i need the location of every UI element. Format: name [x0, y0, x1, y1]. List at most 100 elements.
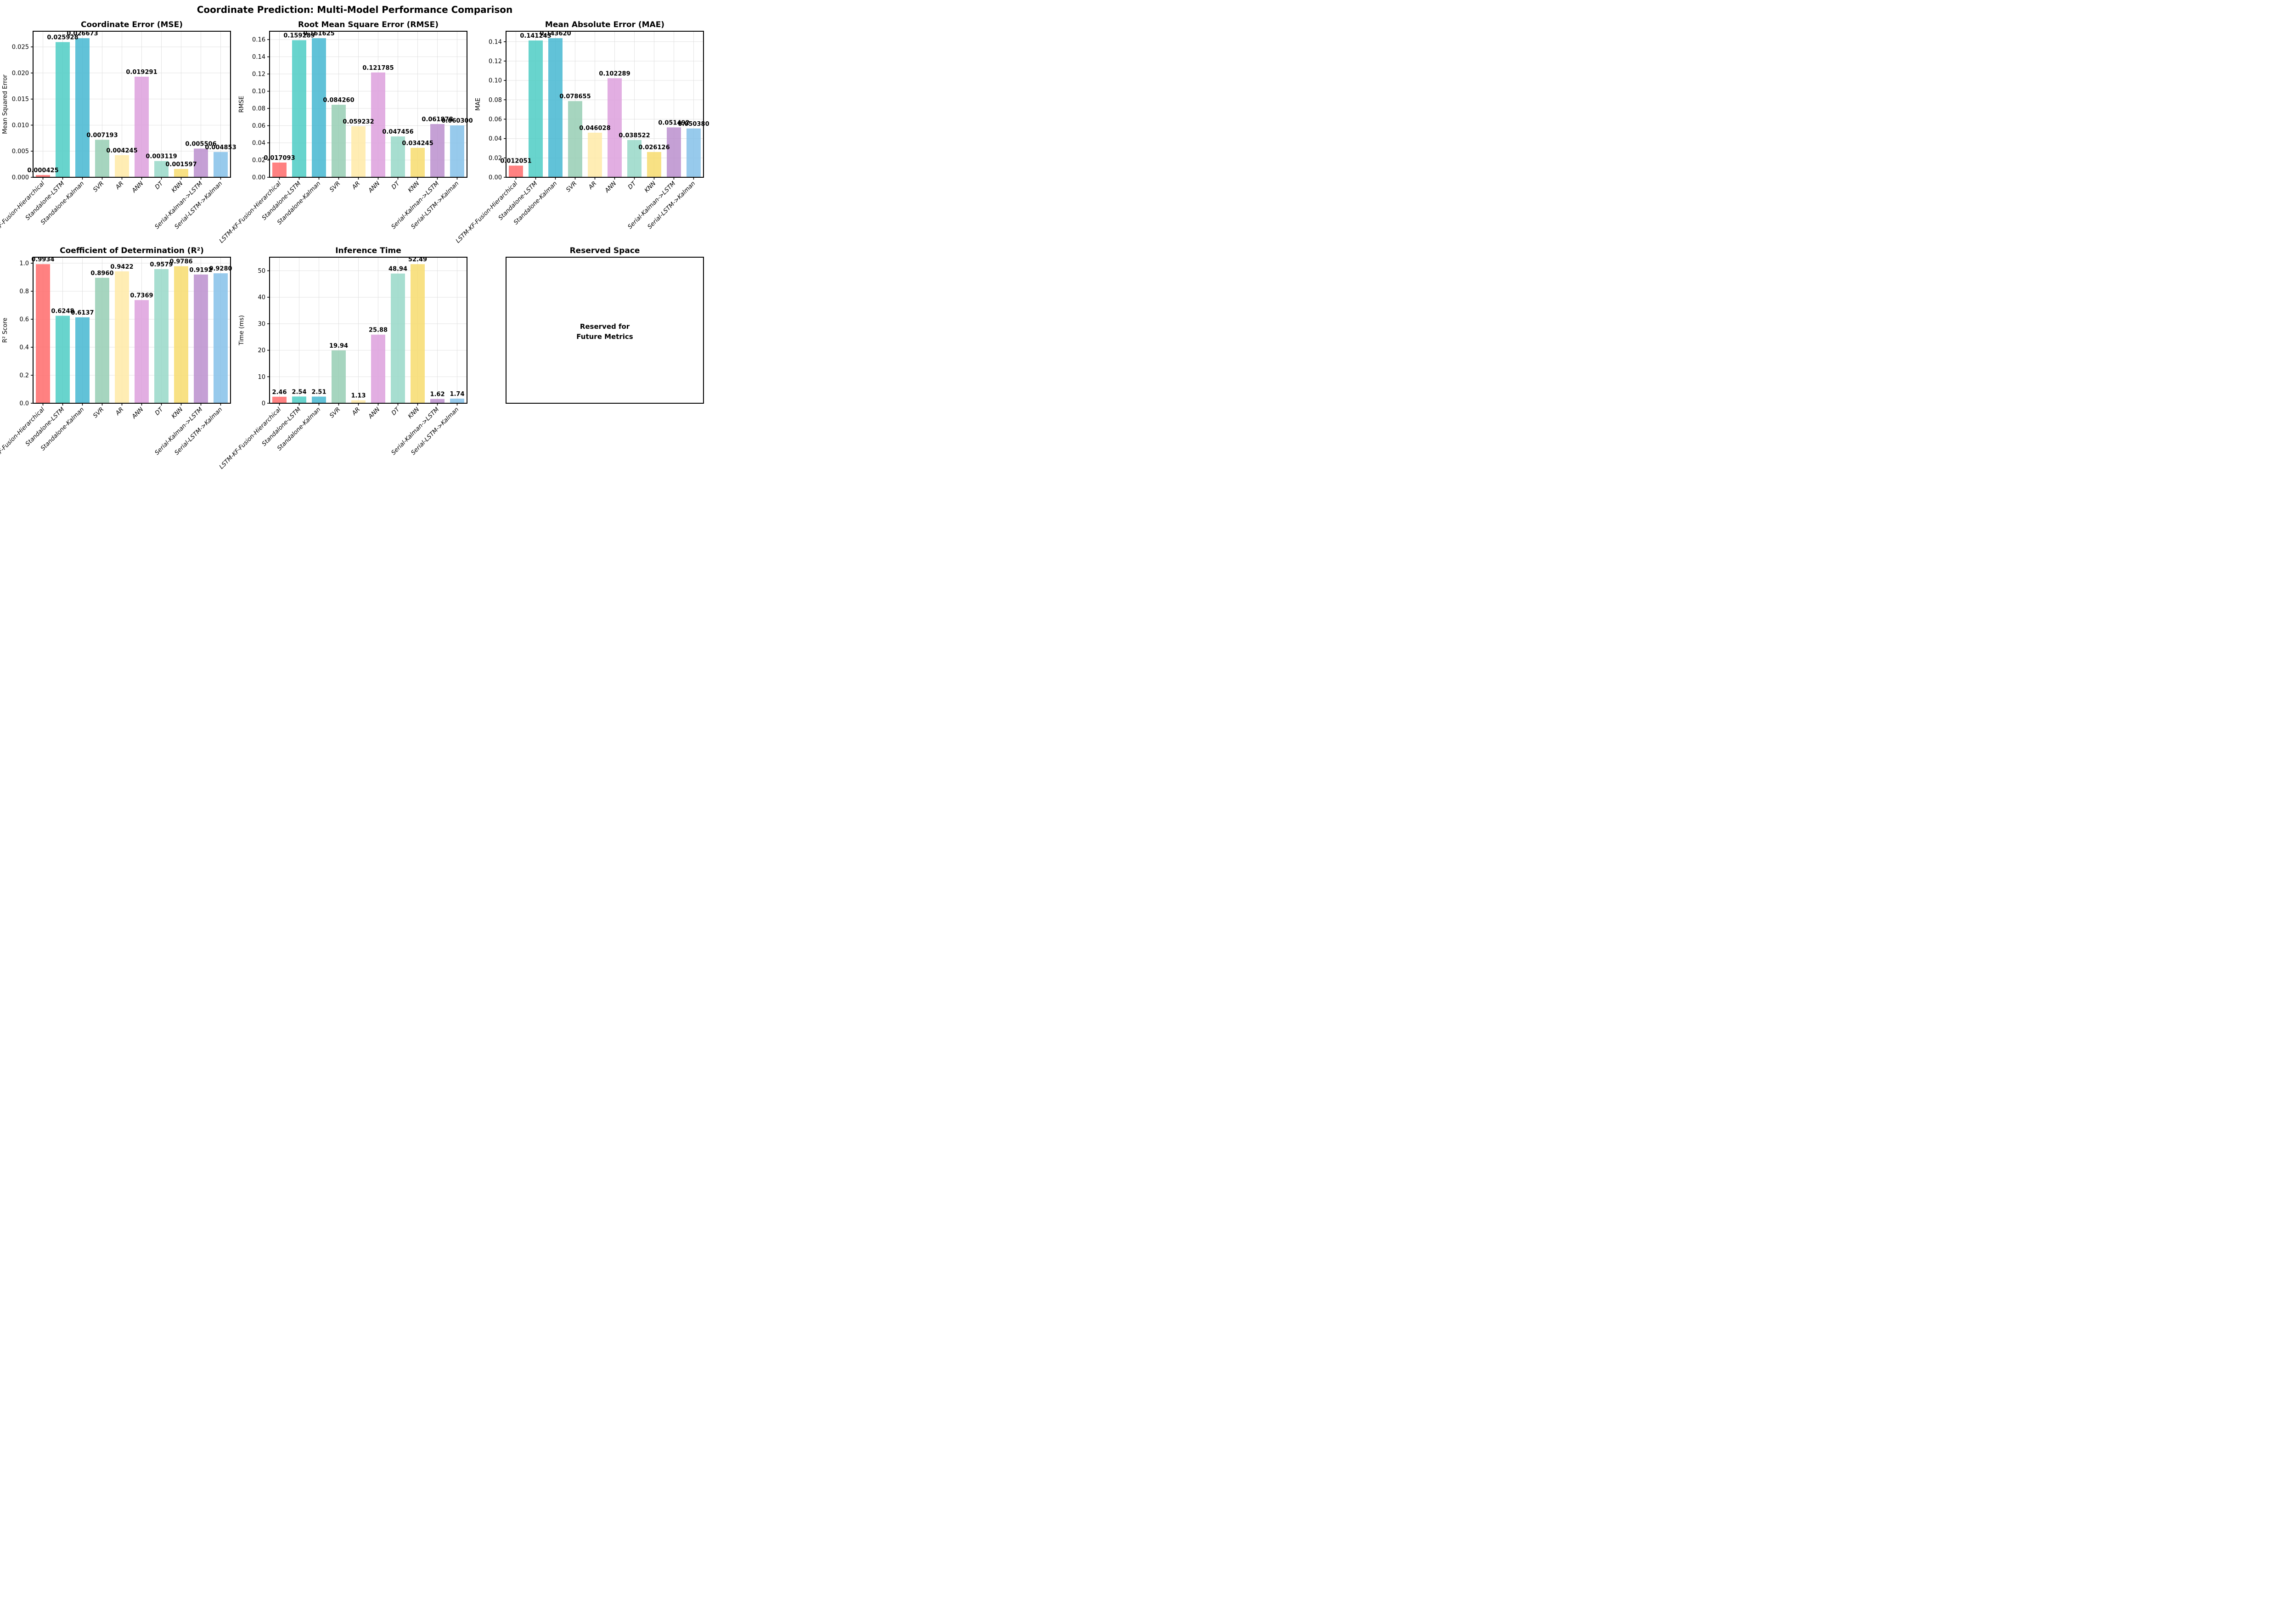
bar [174, 169, 188, 177]
bar-value-label: 0.059232 [343, 118, 374, 125]
bar-value-label: 0.9579 [150, 261, 173, 268]
bar-value-label: 2.51 [311, 389, 326, 396]
bar-value-label: 0.003119 [146, 153, 177, 160]
bar-value-label: 0.161625 [303, 30, 334, 37]
figure: Coordinate Prediction: Multi-Model Perfo… [0, 0, 709, 470]
y-axis: 0 10 20 30 40 50 [258, 268, 270, 407]
x-tick-label: KNN [170, 180, 185, 194]
bar [56, 316, 70, 403]
bar-value-label: 0.025928 [47, 34, 78, 41]
x-axis: LSTM-KF-Fusion-HierarchicalStandalone-LS… [455, 177, 697, 245]
y-axis-label: MAE [475, 98, 482, 111]
gridlines [270, 257, 467, 404]
bar [568, 101, 582, 177]
bar-value-label: 2.46 [272, 389, 287, 396]
y-tick-label: 0.025 [12, 44, 29, 51]
bar [312, 38, 326, 178]
bar [351, 400, 366, 403]
reserved-text-line: Future Metrics [576, 333, 633, 341]
y-axis-label: RMSE [238, 96, 245, 113]
bar [115, 271, 129, 403]
x-tick-label: DT [627, 180, 638, 191]
x-tick-label: LSTM-KF-Fusion-Hierarchical [0, 406, 46, 470]
bar-value-label: 0.038522 [619, 132, 650, 139]
bars [272, 38, 464, 178]
reserved-text-line: Reserved for [580, 322, 630, 331]
bar-value-label: 0.050380 [678, 121, 709, 128]
bar-value-label: 0.9280 [209, 265, 232, 272]
bar [627, 140, 642, 177]
y-axis: 0.00 0.02 0.04 0.06 0.08 0.10 0.12 0.14 [489, 39, 506, 181]
x-tick-label: DT [154, 180, 165, 191]
bar [292, 396, 306, 403]
y-axis-label: R² Score [2, 318, 9, 343]
bar [95, 140, 109, 177]
y-axis: 0.00 0.02 0.04 0.06 0.08 0.10 0.12 0.14 0.16 [252, 37, 270, 181]
bar [371, 334, 385, 403]
bar-value-label: 0.6137 [71, 310, 94, 316]
x-tick-label: KNN [407, 180, 421, 194]
y-axis-label: Mean Squared Error [2, 74, 9, 134]
y-tick-label: 0.00 [489, 175, 502, 181]
x-tick-label: AR [114, 180, 125, 191]
bar [194, 148, 208, 177]
bar [371, 72, 385, 177]
y-tick-label: 0.08 [489, 97, 502, 104]
x-axis: LSTM-KF-Fusion-HierarchicalStandalone-LS… [218, 403, 460, 470]
y-tick-label: 0.015 [12, 96, 29, 103]
subplot-svg: Coordinate Error (MSE)0.0004250.0259280.… [0, 20, 236, 245]
y-axis: 0.0 0.2 0.4 0.6 0.8 1.0 [19, 260, 33, 407]
bar [214, 152, 228, 177]
x-tick-label: KNN [407, 406, 421, 420]
bar-value-label: 0.060300 [441, 118, 473, 124]
x-tick-label: LSTM-KF-Fusion-Hierarchical [0, 180, 46, 245]
bar-value-label: 0.8960 [90, 270, 113, 277]
y-tick-label: 0.06 [252, 123, 265, 130]
subplot-title: Coefficient of Determination (R²) [60, 246, 204, 255]
y-tick-label: 50 [258, 268, 265, 275]
x-tick-label: DT [390, 406, 401, 417]
figure-title: Coordinate Prediction: Multi-Model Perfo… [197, 4, 513, 15]
y-tick-label: 40 [258, 294, 265, 301]
bars [272, 264, 464, 403]
x-tick-label: ANN [130, 180, 145, 195]
y-tick-label: 0.14 [489, 39, 502, 45]
subplot-title: Inference Time [335, 246, 401, 255]
x-tick-label: ANN [367, 406, 382, 421]
bar [450, 398, 464, 403]
bar [509, 165, 523, 177]
y-tick-label: 0 [262, 400, 265, 407]
reserved-box [506, 257, 704, 404]
bar-value-label: 0.026126 [638, 144, 670, 151]
y-tick-label: 0.00 [252, 175, 265, 181]
x-tick-label: ANN [130, 406, 145, 421]
bar [391, 273, 405, 403]
y-tick-label: 0.02 [252, 157, 265, 164]
bar-value-label: 0.012051 [500, 158, 531, 165]
bar [450, 125, 464, 177]
bar [332, 105, 346, 177]
bar [115, 155, 129, 177]
x-tick-label: SVR [565, 180, 578, 193]
bar-value-label: 0.051492 [658, 119, 689, 126]
x-tick-label: KNN [170, 406, 185, 420]
x-tick-label: DT [154, 406, 165, 417]
bar [667, 127, 681, 177]
bar-value-label: 1.13 [351, 392, 366, 399]
bar-value-label: 0.026673 [67, 30, 98, 37]
subplot-svg: Mean Absolute Error (MAE) 0.012051 0.14124… [455, 20, 709, 245]
x-tick-label: AR [587, 180, 598, 191]
bar [75, 38, 90, 177]
bar-value-label: 0.159289 [283, 33, 315, 39]
bar [174, 266, 188, 403]
bar-value-label: 1.74 [450, 391, 464, 398]
bar-value-label: 2.54 [292, 389, 306, 395]
bar-value-label: 0.141243 [520, 33, 551, 39]
y-tick-label: 0.6 [19, 316, 29, 323]
subplot-mae: Mean Absolute Error (MAE) 0.012051 0.14124… [455, 17, 709, 245]
x-tick-label: ANN [603, 180, 618, 195]
axes-spines [269, 31, 467, 178]
bar-value-label: 0.6248 [51, 308, 74, 315]
subplot-svg: Root Mean Square Error (RMSE) 0.017093 0.1… [218, 20, 473, 245]
